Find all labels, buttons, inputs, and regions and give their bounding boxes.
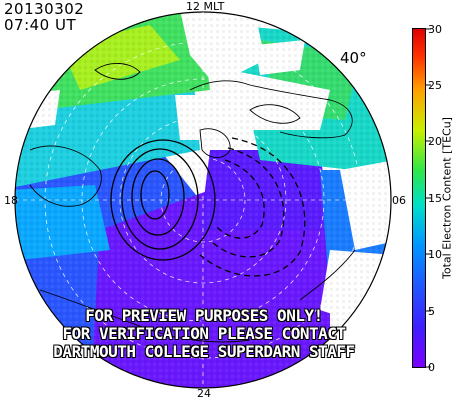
colorbar-label-0: 0 <box>428 361 435 374</box>
mlt-label-top: 12 MLT <box>186 0 225 13</box>
colorbar-label-10: 10 <box>428 248 442 261</box>
colorbar-label-20: 20 <box>428 135 442 148</box>
contour-dawn-2 <box>209 147 285 258</box>
contour-dusk-2 <box>131 158 185 236</box>
colorbar-label-5: 5 <box>428 305 435 318</box>
coastline-europe <box>29 145 102 207</box>
mlt-label-right: 06 <box>392 194 406 207</box>
colorbar-gradient <box>413 29 425 367</box>
coastline-uk <box>94 63 141 80</box>
preview-warning-line-3: DARTMOUTH COLLEGE SUPERDARN STAFF <box>53 342 355 361</box>
colorbar-label-25: 25 <box>428 79 442 92</box>
convection-contours <box>110 137 306 277</box>
colorbar <box>412 28 426 368</box>
time-label: 07:40 UT <box>4 16 77 34</box>
mlt-label-bottom: 24 <box>197 387 211 400</box>
colorbar-label-30: 30 <box>428 23 442 36</box>
preview-warning-line-2: FOR VERIFICATION PLEASE CONTACT <box>62 324 346 343</box>
preview-warning-line-1: FOR PREVIEW PURPOSES ONLY! <box>85 306 323 325</box>
date-label: 20130302 <box>4 0 85 18</box>
mlt-label-left: 18 <box>4 194 18 207</box>
contour-dusk-3 <box>121 148 199 250</box>
contour-dusk-4 <box>110 139 216 261</box>
contour-dawn-3 <box>199 137 306 277</box>
colorbar-ticks <box>426 28 431 368</box>
colorbar-title: Total Electron Content [TECu] <box>440 117 454 279</box>
coastline-arctic-islands <box>249 104 301 124</box>
lat-circle-70 <box>119 116 287 284</box>
coastline-asia <box>39 289 251 343</box>
mlt-grid <box>15 12 391 388</box>
coastline-north-america <box>189 80 353 139</box>
colorbar-label-15: 15 <box>428 192 442 205</box>
contour-dusk-1 <box>140 170 170 220</box>
coastlines <box>29 63 356 343</box>
coastline-greenland <box>199 128 231 158</box>
latitude-boundary-label: 40° <box>340 49 367 67</box>
coastline-pacific <box>299 249 356 301</box>
contour-dawn-1 <box>214 159 265 239</box>
